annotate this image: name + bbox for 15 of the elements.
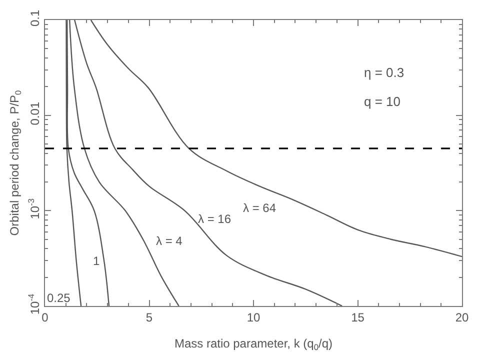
x-tick-label: 10 xyxy=(246,310,260,324)
y-tick-label: 0.01 xyxy=(28,102,42,126)
x-tick-label: 20 xyxy=(455,310,469,324)
x-axis-title: Mass ratio parameter, k (q$_{0}$/q) xyxy=(174,336,333,352)
x-tick-label: 15 xyxy=(351,310,365,324)
annotation: q = 10 xyxy=(364,94,401,109)
x-tick-label: 5 xyxy=(146,310,153,324)
series-label: λ = 16 xyxy=(198,212,232,226)
series-label: λ = 4 xyxy=(156,234,183,248)
annotation: η = 0.3 xyxy=(364,65,404,80)
x-tick-label: 0 xyxy=(42,310,49,324)
y-tick-label: 0.1 xyxy=(28,10,42,27)
series-label: λ = 64 xyxy=(243,201,276,215)
series-label: 1 xyxy=(93,254,100,268)
series-label: 0.25 xyxy=(47,291,71,305)
